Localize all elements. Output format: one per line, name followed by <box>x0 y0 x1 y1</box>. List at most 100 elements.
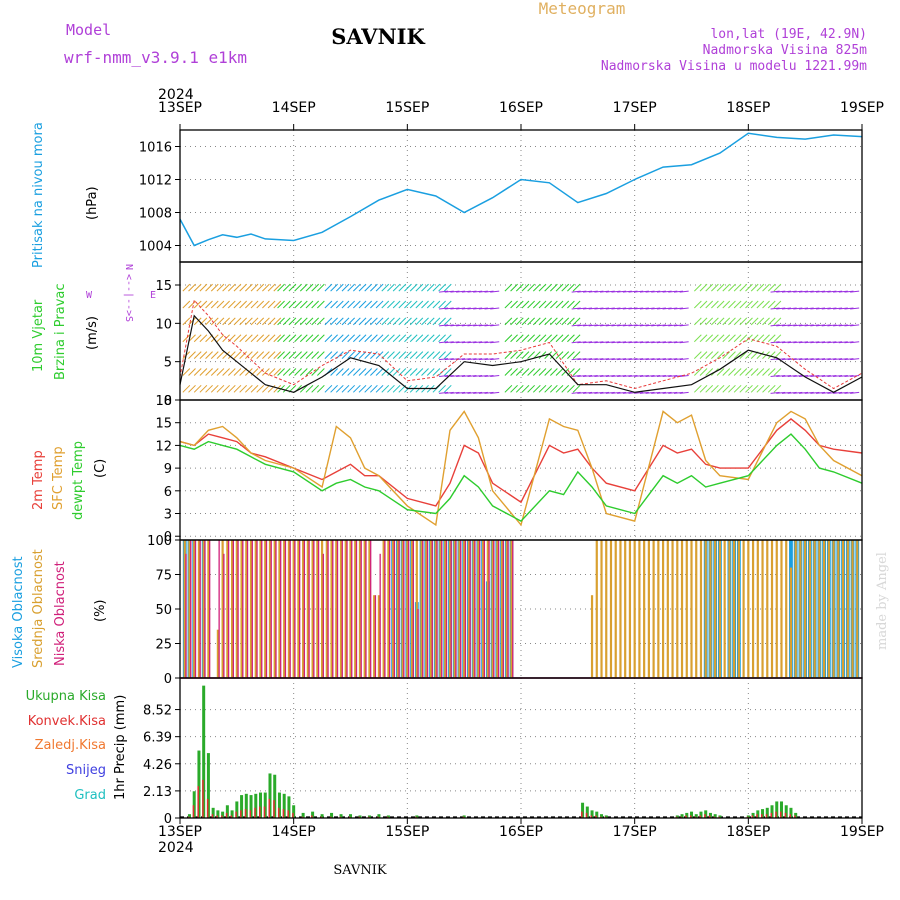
wind-barb <box>456 374 466 377</box>
cloud-bar-mid <box>302 540 305 678</box>
wind-barb <box>787 324 797 327</box>
wind-barb <box>267 283 276 292</box>
cloud-bar-mid <box>785 540 788 678</box>
x-tick-bottom: 14SEP <box>272 824 316 840</box>
wind-barb <box>375 334 384 343</box>
precip-legend-snow: Snijeg <box>66 763 106 778</box>
wind-barb <box>739 351 748 359</box>
wind-barb <box>810 290 820 293</box>
wind-barb <box>256 368 265 376</box>
wind-barb <box>572 317 581 326</box>
wind-barb <box>199 334 208 343</box>
cloud-bar-low <box>474 540 476 678</box>
panel-frames <box>179 129 863 819</box>
wind-barb <box>588 307 598 310</box>
precip-bar-total <box>282 793 286 818</box>
cloud-bar-low <box>441 540 443 678</box>
cloud-bar-mid <box>373 595 376 678</box>
cloud-bar-mid <box>666 540 669 678</box>
wind-barb <box>193 317 202 326</box>
wind-barb <box>756 283 765 292</box>
wind-barb <box>787 307 797 310</box>
precip-bar-convective <box>585 812 588 818</box>
cloud-bar-mid <box>794 540 797 678</box>
wind-barb <box>358 300 367 309</box>
wind-barb <box>250 351 259 359</box>
wind-barb <box>421 300 429 309</box>
wind-barb <box>673 307 684 310</box>
wind-barb <box>833 341 843 344</box>
wind-barb <box>490 374 500 377</box>
wind-barb <box>550 300 558 309</box>
wind-barb <box>532 317 541 326</box>
cloud-bar-mid <box>699 540 703 678</box>
wind-barb <box>622 307 632 310</box>
wind-barb <box>216 368 225 376</box>
wind-barb <box>450 307 460 310</box>
precip-bar-total <box>339 814 343 818</box>
wind-barb <box>381 300 390 309</box>
cloud-bar-mid <box>657 540 660 678</box>
wind-barb <box>324 283 333 292</box>
precip-unit: 1hr Precip (mm) <box>113 695 128 800</box>
wind-barb <box>521 283 530 292</box>
cloud-bar-low <box>502 540 504 678</box>
wind-barb <box>804 290 814 293</box>
wind-barb <box>330 334 338 343</box>
wind-barb <box>352 283 361 292</box>
cloud-bar-low <box>341 540 343 678</box>
wind-barb <box>515 384 524 393</box>
wind-barb <box>827 290 837 293</box>
wind-barb <box>716 368 725 376</box>
wind-barb <box>432 368 441 376</box>
cloud-bar-mid <box>808 540 812 678</box>
wind-barb <box>651 391 661 394</box>
wind-barb <box>438 300 446 309</box>
wind-barb <box>656 391 666 394</box>
precip-bar-convective <box>708 815 711 818</box>
cloud-bar-low <box>455 540 457 678</box>
precip-bar-total <box>784 805 788 818</box>
wind-barb <box>250 384 259 393</box>
precip-bar-convective <box>581 811 583 818</box>
wind-barb <box>311 283 320 292</box>
cloud-bar-mid <box>761 540 764 678</box>
wind-barb <box>521 368 530 376</box>
precip-bar-total <box>765 807 769 818</box>
x-tick-top: 19SEP <box>840 100 884 116</box>
wind-barb <box>628 374 638 377</box>
wind-barb <box>833 391 843 394</box>
cloud-y-tick-label: 75 <box>155 569 172 584</box>
wind-barb <box>456 391 466 394</box>
cloud-bar-mid <box>358 540 362 678</box>
wind-barb <box>335 368 344 376</box>
cloud-bar-mid <box>638 540 641 678</box>
wind-barb <box>426 300 435 309</box>
cloud-bar-mid <box>676 540 679 678</box>
wind-barb <box>521 384 530 393</box>
precip-bar-convective <box>761 814 763 818</box>
cloud-bar-low <box>388 540 391 678</box>
wind-barb <box>277 334 285 343</box>
wind-barb <box>490 358 500 361</box>
precip-bar-total <box>595 811 599 818</box>
precip-bar-convective <box>202 779 204 818</box>
wind-barb <box>504 317 513 326</box>
wind-barb <box>273 368 282 376</box>
wind-barb <box>421 283 429 292</box>
wind-barb <box>426 368 435 376</box>
precip-bar-convective <box>751 815 754 818</box>
wind-barb <box>582 358 593 361</box>
wind-barb <box>299 300 308 309</box>
precip-bar-total <box>377 814 381 818</box>
wind-barb <box>484 290 494 293</box>
wind-barb <box>656 358 666 361</box>
wind-barb <box>205 300 213 309</box>
wind-barb <box>634 374 644 377</box>
cloud-bar-low <box>284 540 287 678</box>
wind-barb <box>739 384 748 393</box>
wind-barb <box>745 334 753 343</box>
wind-barb <box>739 283 748 292</box>
precip-bar-total <box>789 807 793 818</box>
